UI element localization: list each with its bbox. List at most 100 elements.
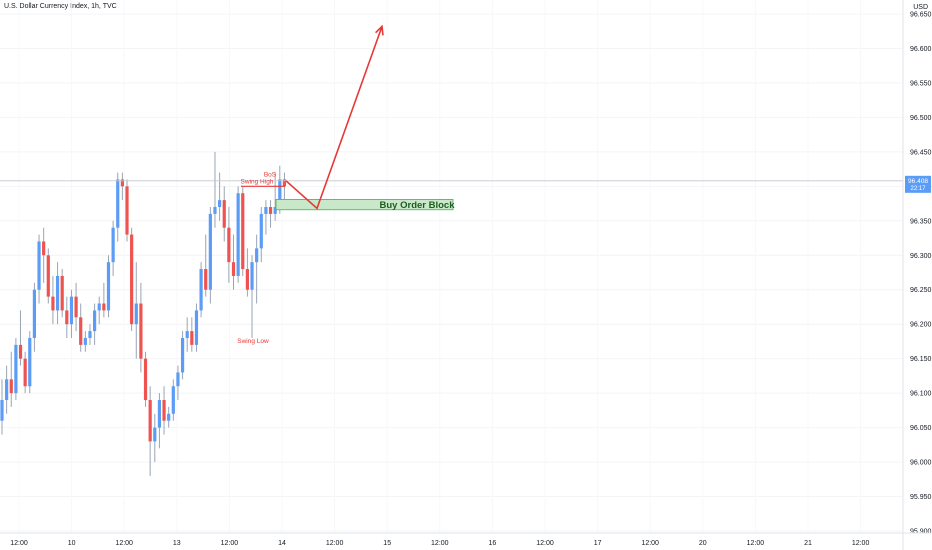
candles-layer [0, 151, 287, 476]
swing-low-label: Swing Low [237, 338, 269, 345]
candle [55, 262, 60, 325]
order-block-zone[interactable] [275, 199, 454, 211]
candle-body [28, 337, 32, 387]
candle [60, 269, 64, 318]
candle-body [55, 275, 60, 311]
projection-arrowhead [375, 24, 384, 36]
price-tick-label: 96.350 [910, 218, 932, 225]
candle [273, 172, 277, 221]
candle [111, 220, 115, 276]
candle [213, 151, 217, 228]
candle [171, 379, 175, 421]
candle-body [37, 241, 41, 290]
candle [65, 296, 69, 338]
time-tick-label: 21 [804, 540, 812, 547]
candle-body [255, 248, 259, 263]
candle-body [218, 200, 222, 208]
candle [139, 282, 143, 373]
candle [102, 282, 106, 318]
candle-body [79, 317, 83, 345]
price-tick-label: 96.000 [910, 460, 932, 467]
grid-lines [0, 13, 903, 532]
candle [190, 317, 194, 352]
candle [74, 282, 78, 332]
projection-arrow [285, 26, 383, 210]
time-tick-label: 12:00 [326, 540, 344, 547]
candle-body [264, 207, 268, 214]
price-tick-label: 96.200 [910, 322, 932, 329]
price-tick-label: 96.450 [910, 149, 932, 156]
candle [134, 262, 138, 359]
candle-body [171, 386, 175, 414]
candle-body [14, 344, 18, 394]
candle [162, 386, 166, 435]
candle [14, 337, 18, 401]
candle-body [125, 186, 129, 235]
candle-body [180, 337, 185, 373]
candle-body [69, 296, 74, 325]
candle-body [259, 213, 263, 249]
candle-body [111, 227, 115, 263]
candle [143, 351, 148, 407]
time-tick-label: 20 [699, 540, 707, 547]
candle-body [278, 179, 282, 208]
time-tick-label: 10 [68, 540, 76, 547]
candle-body [222, 200, 226, 228]
candle-body [102, 303, 106, 311]
candle [88, 324, 92, 345]
candle [259, 207, 263, 263]
candle [264, 200, 268, 235]
candle [93, 303, 97, 345]
candle [120, 172, 124, 201]
time-tick-label: 12:00 [641, 540, 659, 547]
time-tick-label: 12:00 [221, 540, 239, 547]
candle-body [42, 241, 46, 256]
candle-body [5, 379, 9, 401]
price-tick-label: 95.900 [910, 529, 932, 536]
candle [208, 207, 212, 304]
candle-body [204, 269, 208, 290]
candle [116, 172, 120, 242]
time-tick-label: 12:00 [747, 540, 765, 547]
price-axis[interactable]: 96.65096.60096.55096.50096.45096.40096.3… [902, 0, 932, 550]
candle [194, 303, 199, 352]
candle [236, 186, 240, 283]
candle-body [130, 234, 134, 325]
candle [130, 227, 134, 332]
time-axis[interactable]: 12:00 10 12:00 13 12:00 14 12:00 15 12:00 16 12:00… [0, 532, 932, 547]
price-tick-label: 96.150 [910, 356, 932, 363]
candle-body [106, 262, 111, 311]
candle-body [143, 358, 148, 401]
candle [157, 393, 162, 449]
price-tick-label: 96.250 [910, 287, 932, 294]
candle [97, 296, 101, 325]
candle [176, 365, 180, 401]
swing-high-label: Swing High [241, 178, 274, 185]
order-block-label: Buy Order Block [380, 200, 456, 211]
candle-body [9, 379, 13, 394]
candle [245, 248, 249, 297]
candle-body [231, 262, 236, 276]
candle-body [282, 179, 287, 187]
last-price-badge [905, 175, 931, 193]
candle [18, 310, 23, 366]
price-tick-label: 96.300 [910, 253, 932, 260]
candle-body [227, 227, 231, 263]
candle-body [153, 427, 157, 442]
price-tick-label: 95.950 [910, 494, 932, 501]
time-tick-label: 12:00 [852, 540, 870, 547]
countdown-value: 22:17 [910, 186, 926, 192]
chart-title: U.S. Dollar Currency Index, 1h, TVC [4, 3, 117, 10]
candle [125, 179, 129, 242]
candle-body [88, 331, 92, 338]
price-tick-label: 96.500 [910, 115, 932, 122]
candle [28, 331, 32, 394]
candle-body [185, 331, 189, 338]
candle [83, 331, 87, 352]
candle [255, 234, 259, 304]
candle-body [194, 310, 199, 345]
candle-body [93, 310, 97, 332]
candle-body [18, 344, 23, 359]
candle [69, 289, 74, 338]
